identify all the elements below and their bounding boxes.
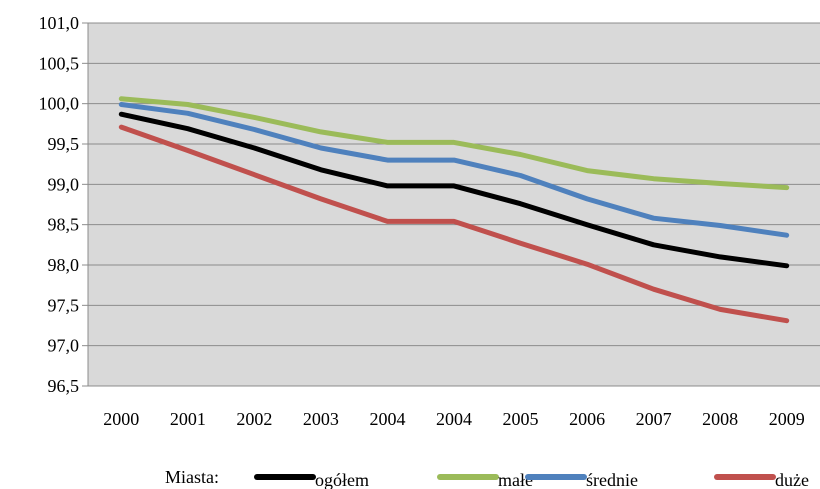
x-tick-label: 2003: [303, 409, 339, 429]
x-tick-label: 2004: [436, 409, 472, 429]
x-axis-tick-labels: 2000 2001 2002 2003 2004 2004 2005 2006 2007 2008…: [103, 409, 804, 429]
x-tick-label: 2009: [769, 409, 805, 429]
y-tick-label: 97,0: [48, 336, 80, 356]
legend-label-4: duże: [775, 470, 809, 489]
plot-area: [88, 23, 820, 386]
y-tick-label: 98,5: [48, 215, 80, 235]
x-tick-label: 2006: [569, 409, 605, 429]
x-tick-label: 2001: [170, 409, 206, 429]
series-line-2: [118, 96, 790, 191]
series-line-4: [118, 124, 790, 324]
legend-title: Miasta:: [165, 467, 219, 487]
plot-background: [88, 23, 820, 386]
x-tick-label: 2007: [636, 409, 672, 429]
legend-label-3: średnie: [586, 470, 638, 489]
x-tick-label: 2005: [503, 409, 539, 429]
series-lines: [118, 96, 790, 324]
legend-label-1: ogółem: [315, 470, 369, 489]
series-line-3: [118, 102, 790, 238]
x-tick-label: 2002: [236, 409, 272, 429]
series-line-1: [118, 111, 790, 269]
y-tick-label: 100,0: [39, 94, 80, 114]
y-tick-label: 98,0: [48, 255, 80, 275]
x-tick-label: 2008: [702, 409, 738, 429]
y-tick-label: 101,0: [39, 13, 80, 33]
y-tick-label: 99,5: [48, 134, 80, 154]
y-tick-label: 100,5: [39, 53, 80, 73]
x-tick-label: 2000: [103, 409, 139, 429]
y-tick-label: 96,5: [48, 376, 80, 396]
y-axis-tick-labels: 96,5 97,0 97,5 98,0 98,5 99,0 99,5 100,0 100,5 10…: [39, 13, 80, 396]
y-tick-label: 99,0: [48, 174, 80, 194]
x-tick-label: 2004: [369, 409, 405, 429]
legend-label-2: małe: [498, 470, 533, 489]
axes: [87, 23, 820, 387]
legend: Miasta: ogółem małe średnie duże: [165, 467, 809, 489]
y-tick-label: 97,5: [48, 295, 80, 315]
